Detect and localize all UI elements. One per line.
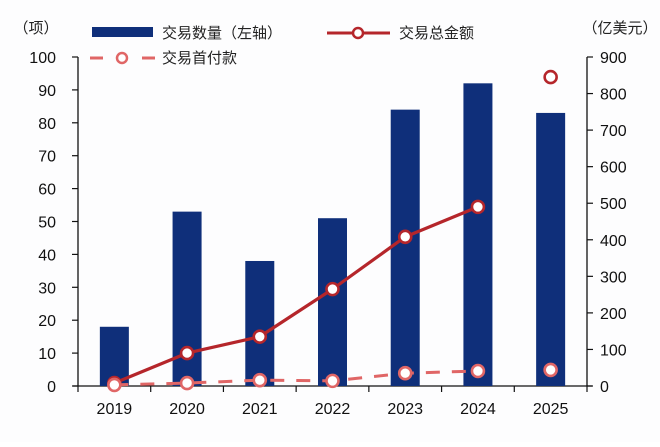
marker-total-amount-2023 [397,229,413,245]
lines [113,205,479,387]
left-axis-tick-label: 30 [38,280,56,297]
line-down-payment [114,369,478,387]
legend: 交易数量（左轴） 交易总金额 交易首付款 [90,24,474,67]
marker-down-payment-2019 [107,377,122,393]
right-axis-tick-label: 400 [600,233,627,250]
legend-marker-total-amount [351,26,365,40]
right-axis-tick-label: 700 [600,123,627,140]
marker-down-payment-2022 [325,373,340,389]
left-axis-tick-label: 100 [29,50,56,67]
bar-2021 [245,260,275,386]
legend-item-total-amount: 交易总金额 [327,24,474,42]
x-axis-tick-label: 2021 [242,401,278,418]
marker-total-amount-2022 [325,281,340,297]
legend-marker-down-payment [115,51,129,65]
right-axis-tick-label: 300 [600,269,627,286]
x-axis-tick-label: 2020 [169,401,205,418]
marker-total-amount-2024 [470,199,486,215]
right-axis-tick-label: 100 [600,342,627,359]
axes: 0 10 20 30 40 50 60 70 80 90 100 0 100 200 300 400 500 60… [29,50,627,418]
left-axis-tick-label: 10 [38,346,56,363]
right-axis-tick-label: 900 [600,50,627,67]
legend-item-bar: 交易数量（左轴） [92,24,282,42]
x-axis-tick-label: 2025 [533,401,569,418]
marker-down-payment-2023 [397,365,413,381]
right-axis-tick-label: 500 [600,196,627,213]
marker-down-payment-2020 [179,375,195,391]
legend-swatch-bar [92,27,153,37]
bar-2025 [536,112,566,387]
bars [99,83,566,387]
bar-2023 [390,109,420,386]
marker-total-amount-2020 [179,345,195,361]
markers [107,69,558,393]
right-axis-unit-label: （亿美元） [582,19,657,37]
left-axis-tick-label: 40 [38,247,56,264]
left-axis-tick-label: 20 [38,313,56,330]
left-axis-tick-label: 60 [38,182,56,199]
x-axis-tick-label: 2022 [315,401,351,418]
left-axis-tick-label: 70 [38,149,56,166]
bar-2022 [318,218,347,386]
right-axis-tick-label: 200 [600,306,627,323]
bar-2024 [463,83,493,386]
marker-down-payment-2025 [543,362,558,378]
marker-total-amount-2025 [543,69,558,85]
legend-item-down-payment: 交易首付款 [90,49,237,67]
marker-down-payment-2021 [252,372,268,388]
x-axis-tick-label: 2023 [387,401,423,418]
left-axis-tick-label: 0 [47,379,56,396]
right-axis-tick-label: 600 [600,160,627,177]
left-axis-tick-label: 90 [38,83,56,100]
marker-total-amount-2021 [252,329,268,344]
left-axis-tick-label: 80 [38,116,56,133]
legend-label-down-payment: 交易首付款 [162,49,237,67]
right-axis-tick-label: 0 [600,379,609,396]
right-axis-tick-label: 800 [600,87,627,104]
legend-label-bar: 交易数量（左轴） [162,24,282,42]
legend-label-total-amount: 交易总金额 [399,24,474,42]
x-axis-tick-label: 2024 [460,401,496,418]
x-axis-tick-label: 2019 [97,401,133,418]
line-total-amount [113,205,479,385]
marker-down-payment-2024 [470,363,486,379]
left-axis-tick-label: 50 [38,215,56,232]
left-axis-unit-label: （项） [13,19,58,37]
